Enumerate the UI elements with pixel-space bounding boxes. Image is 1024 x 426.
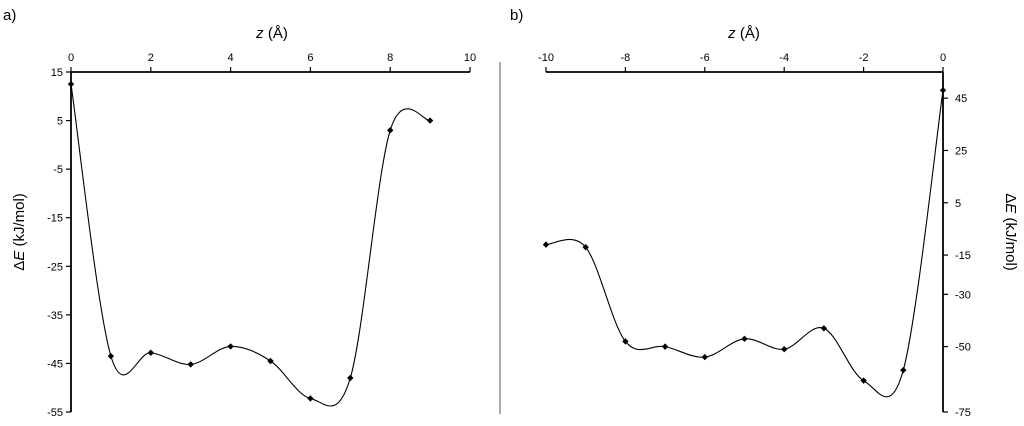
- panel-b-chart: b) z (Å) ΔE (kJ/mol) -10 -8 -6 -4 -2 0 45 25 5 -…: [510, 7, 1019, 419]
- panel-b-y-tick-label: 25: [955, 145, 967, 157]
- panel-a-y-tick-label: -15: [47, 213, 63, 225]
- panel-b-data-point: [582, 244, 589, 251]
- panel-a-data-point: [387, 127, 394, 134]
- panel-a-y-axis-title: ΔE (kJ/mol): [11, 193, 28, 271]
- panel-a-data-point: [227, 343, 234, 350]
- panel-a-y-tick-label: -45: [47, 358, 63, 370]
- panel-b-data-point: [820, 325, 828, 332]
- panel-b-x-axis-title: z (Å): [727, 25, 760, 42]
- panel-a-y-tick-label: 15: [51, 67, 63, 79]
- panel-b-x-tick-label: -6: [700, 52, 710, 64]
- panel-a-data-point: [267, 357, 274, 365]
- panel-b-x-tick-label: -8: [621, 52, 631, 64]
- panel-a-x-tick-label: 8: [387, 52, 393, 64]
- panel-b-label: b): [510, 7, 523, 24]
- panel-b-y-tick-label: 5: [955, 198, 961, 210]
- panel-b-data-point: [860, 377, 867, 384]
- panel-b-data-point: [741, 335, 748, 342]
- panel-b-x-tick-label: -10: [538, 52, 554, 64]
- panel-b-y-tick-label: 45: [955, 93, 967, 105]
- panel-a-x-tick-label: 6: [307, 52, 313, 64]
- panel-b-x-tick-label: 0: [940, 52, 946, 64]
- panel-b-data-point: [781, 346, 788, 353]
- panel-b-y-tick-label: -50: [955, 342, 971, 354]
- panel-a-y-tick-label: -55: [47, 407, 63, 419]
- panel-a-data-point: [426, 117, 434, 124]
- panel-b-data-point: [701, 353, 708, 361]
- panel-b-data-point: [661, 343, 669, 350]
- panel-a-y-tick-label: 5: [57, 116, 63, 128]
- panel-a-data-point: [147, 349, 154, 356]
- panel-a-series-line: [70, 84, 431, 407]
- panel-b-x-tick-label: -2: [859, 52, 869, 64]
- panel-b-series-line: [545, 90, 944, 398]
- panel-a-data-point: [187, 361, 194, 368]
- panel-a-y-tick-label: -35: [47, 310, 63, 322]
- panel-b-y-tick-label: -30: [955, 289, 971, 301]
- panel-b-y-tick-label: -15: [955, 250, 971, 262]
- panel-a-y-tick-label: -5: [53, 164, 63, 176]
- panel-a-data-point: [307, 395, 314, 402]
- panel-a-data-point: [107, 352, 115, 360]
- panel-a-x-tick-label: 0: [68, 52, 74, 64]
- panel-a-label: a): [3, 7, 16, 24]
- panel-b-data-point: [900, 366, 907, 374]
- panel-b-y-axis-title: ΔE (kJ/mol): [1002, 193, 1019, 271]
- panel-b-data-point: [622, 338, 629, 345]
- panel-b-x-tick-label: -4: [779, 52, 789, 64]
- panel-b-data-point: [542, 241, 550, 248]
- panel-b-data-point: [939, 87, 947, 94]
- panel-b-y-tick-label: -75: [955, 407, 971, 419]
- panel-a-x-tick-label: 2: [148, 52, 154, 64]
- panel-a-y-tick-label: -25: [47, 261, 63, 273]
- panel-a-data-point: [347, 374, 354, 382]
- panel-a-data-point: [67, 80, 75, 88]
- panel-a-x-axis-title: z (Å): [255, 25, 288, 42]
- panel-a-chart: a) z (Å) ΔE (kJ/mol) 0 2 4 6 8 10 15 5 -5 -15 -25…: [3, 7, 476, 419]
- panel-a-x-tick-label: 10: [464, 52, 476, 64]
- panel-a-x-tick-label: 4: [228, 52, 234, 64]
